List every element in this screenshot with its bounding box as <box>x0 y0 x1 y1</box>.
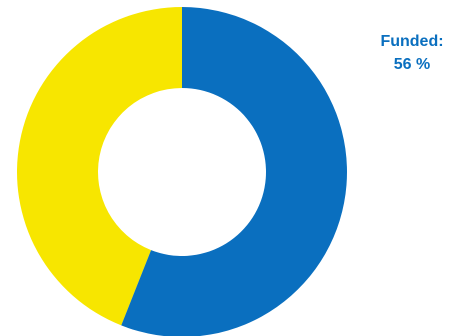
slice-value-label: 56 % <box>394 56 430 73</box>
donut-slice <box>121 7 347 336</box>
slice-category-label: Funded: <box>380 33 443 50</box>
donut-slice <box>16 7 182 326</box>
